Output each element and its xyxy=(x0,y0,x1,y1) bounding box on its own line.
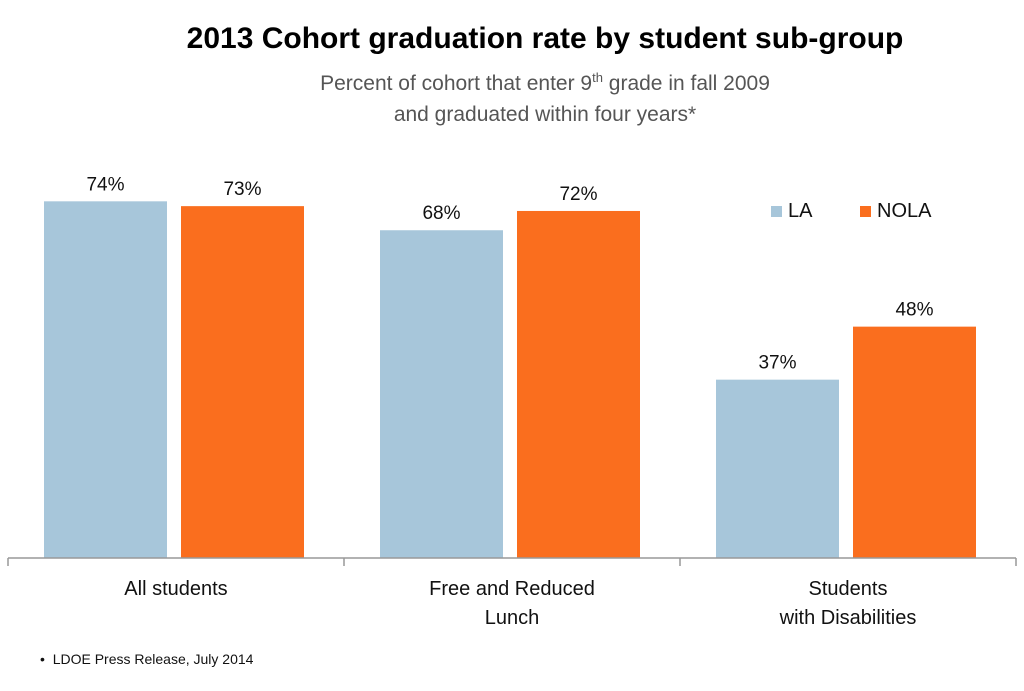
data-label-la-0: 74% xyxy=(86,174,124,195)
bar-nola-0 xyxy=(181,206,304,558)
bar-nola-1 xyxy=(517,210,640,558)
footnote-text: LDOE Press Release, July 2014 xyxy=(52,651,254,667)
data-label-la-2: 37% xyxy=(758,353,796,374)
footnote: • LDOE Press Release, July 2014 xyxy=(40,651,254,667)
category-label-students-disabilities: Students with Disabilities xyxy=(779,578,917,629)
legend-label-la: LA xyxy=(788,200,813,222)
legend-swatch-la xyxy=(771,206,782,217)
subtitle-line1-end: grade in fall 2009 xyxy=(602,72,770,95)
category-label-all-students: All students xyxy=(124,578,228,600)
bar-la-2 xyxy=(716,379,839,558)
legend-item-nola: NOLA xyxy=(860,200,931,223)
bar-nola-2 xyxy=(853,326,976,558)
chart-subtitle: Percent of cohort that enter 9th grade i… xyxy=(0,62,1024,130)
data-label-nola-1: 72% xyxy=(559,184,597,205)
data-label-nola-0: 73% xyxy=(223,179,261,200)
data-label-la-1: 68% xyxy=(422,203,460,224)
bar-la-0 xyxy=(44,201,167,558)
subtitle-superscript: th xyxy=(592,70,603,85)
legend-label-nola: NOLA xyxy=(877,200,932,222)
legend-swatch-nola xyxy=(860,206,871,217)
category-label-free-reduced-lunch: Free and Reduced Lunch xyxy=(429,578,595,629)
chart-title: 2013 Cohort graduation rate by student s… xyxy=(186,22,904,55)
bar-la-1 xyxy=(380,230,503,559)
legend-item-la: LA xyxy=(771,200,812,223)
data-label-nola-2: 48% xyxy=(895,300,933,321)
subtitle-line2: and graduated within four years* xyxy=(393,103,697,126)
subtitle-line1-text: Percent of cohort that enter 9 xyxy=(320,72,593,95)
